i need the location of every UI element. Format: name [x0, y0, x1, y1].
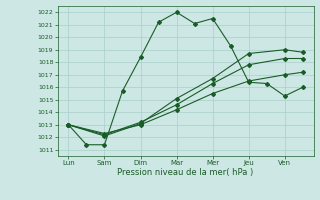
X-axis label: Pression niveau de la mer( hPa ): Pression niveau de la mer( hPa ) — [117, 168, 254, 177]
